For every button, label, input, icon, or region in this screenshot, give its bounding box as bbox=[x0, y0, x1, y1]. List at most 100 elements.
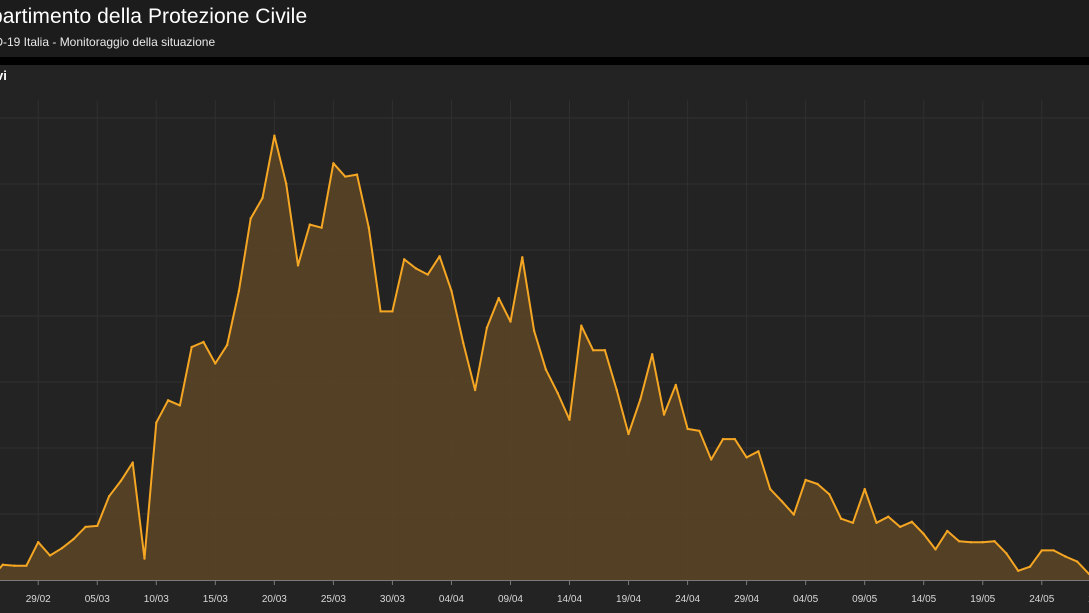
x-tick-label: 24/05 bbox=[1029, 594, 1054, 605]
data-point bbox=[863, 487, 866, 491]
data-point bbox=[957, 540, 961, 543]
x-tick-label: 14/04 bbox=[557, 594, 582, 605]
data-point bbox=[662, 413, 666, 416]
x-tick-label: 14/05 bbox=[911, 594, 936, 605]
data-point bbox=[249, 217, 252, 220]
data-point bbox=[698, 429, 701, 433]
data-point bbox=[509, 320, 512, 323]
x-tick-label: 29/04 bbox=[734, 594, 759, 605]
data-point bbox=[887, 515, 890, 518]
data-point bbox=[757, 450, 760, 453]
data-point bbox=[166, 399, 170, 402]
page-subtitle: ID-19 Italia - Monitoraggio della situaz… bbox=[0, 35, 216, 49]
data-point bbox=[308, 223, 311, 226]
data-point bbox=[379, 310, 382, 313]
x-tick-label: 05/03 bbox=[85, 594, 110, 605]
data-point bbox=[745, 456, 748, 459]
data-point bbox=[792, 513, 795, 516]
panel-title: vi bbox=[0, 68, 7, 83]
data-point bbox=[1005, 552, 1008, 555]
data-point bbox=[934, 548, 937, 551]
data-point bbox=[225, 343, 229, 347]
data-point bbox=[107, 495, 111, 498]
data-point bbox=[155, 421, 158, 424]
data-point bbox=[1028, 565, 1032, 568]
data-point bbox=[639, 398, 642, 401]
data-point bbox=[710, 458, 713, 461]
data-point bbox=[521, 256, 524, 259]
data-point bbox=[48, 554, 52, 557]
data-point bbox=[143, 557, 146, 560]
data-point bbox=[591, 349, 595, 352]
data-point bbox=[816, 482, 819, 486]
data-point bbox=[946, 529, 949, 533]
data-point bbox=[119, 479, 123, 483]
data-point bbox=[131, 461, 134, 464]
series-area bbox=[0, 135, 1089, 580]
x-tick-label: 20/03 bbox=[262, 594, 287, 605]
data-point bbox=[1040, 549, 1044, 552]
page-title: partimento della Protezione Civile bbox=[0, 5, 308, 28]
data-point bbox=[344, 175, 347, 178]
data-point bbox=[969, 541, 973, 544]
data-point bbox=[450, 289, 453, 293]
data-point bbox=[568, 418, 571, 421]
data-point bbox=[615, 388, 618, 392]
data-point bbox=[178, 404, 182, 407]
data-point bbox=[473, 388, 477, 392]
data-point bbox=[391, 310, 394, 313]
data-point bbox=[580, 324, 583, 327]
header-divider bbox=[0, 57, 1089, 65]
data-point bbox=[367, 226, 370, 229]
data-point bbox=[285, 182, 288, 185]
data-point bbox=[1064, 555, 1067, 558]
data-point bbox=[462, 341, 465, 345]
x-tick-label: 19/04 bbox=[616, 594, 641, 605]
data-point bbox=[426, 273, 429, 276]
data-point bbox=[674, 383, 677, 387]
data-point bbox=[922, 532, 925, 536]
data-point bbox=[981, 541, 984, 544]
data-point bbox=[769, 487, 772, 491]
x-tick-label: 15/03 bbox=[203, 594, 228, 605]
x-tick-label: 10/03 bbox=[144, 594, 169, 605]
data-point bbox=[875, 521, 878, 524]
data-point bbox=[332, 162, 335, 165]
data-point bbox=[296, 264, 300, 267]
data-point bbox=[414, 267, 418, 270]
x-axis: 29/02 05/03 10/03 15/03 20/03 25/03 30/03 04/04… bbox=[0, 580, 1089, 605]
x-tick-label: 09/05 bbox=[852, 594, 877, 605]
data-point bbox=[214, 362, 217, 365]
data-point bbox=[733, 437, 736, 441]
data-point bbox=[532, 329, 536, 332]
header-bar bbox=[0, 0, 1089, 57]
x-tick-label: 04/04 bbox=[439, 594, 464, 605]
data-point bbox=[320, 226, 323, 229]
data-point bbox=[60, 547, 63, 550]
data-point bbox=[96, 524, 99, 528]
data-point bbox=[497, 296, 500, 300]
data-point bbox=[544, 368, 548, 371]
data-point bbox=[273, 134, 276, 137]
data-point bbox=[355, 173, 359, 176]
data-point bbox=[1052, 549, 1055, 552]
data-point bbox=[485, 326, 489, 329]
data-point bbox=[1076, 560, 1079, 563]
data-point bbox=[627, 432, 630, 436]
data-point bbox=[1, 563, 4, 566]
series-line bbox=[0, 134, 1089, 575]
data-point bbox=[84, 525, 87, 529]
data-point bbox=[910, 520, 914, 523]
data-point bbox=[898, 525, 902, 529]
x-tick-label: 09/04 bbox=[498, 594, 523, 605]
data-point bbox=[237, 289, 241, 293]
x-tick-label: 30/03 bbox=[380, 594, 405, 605]
x-tick-label: 25/03 bbox=[321, 594, 346, 605]
data-point bbox=[25, 564, 28, 567]
data-point bbox=[190, 345, 193, 349]
data-point bbox=[556, 391, 559, 395]
x-tick-label: 04/05 bbox=[793, 594, 818, 605]
data-point bbox=[603, 349, 607, 352]
data-point bbox=[651, 353, 654, 356]
data-point bbox=[403, 258, 406, 261]
